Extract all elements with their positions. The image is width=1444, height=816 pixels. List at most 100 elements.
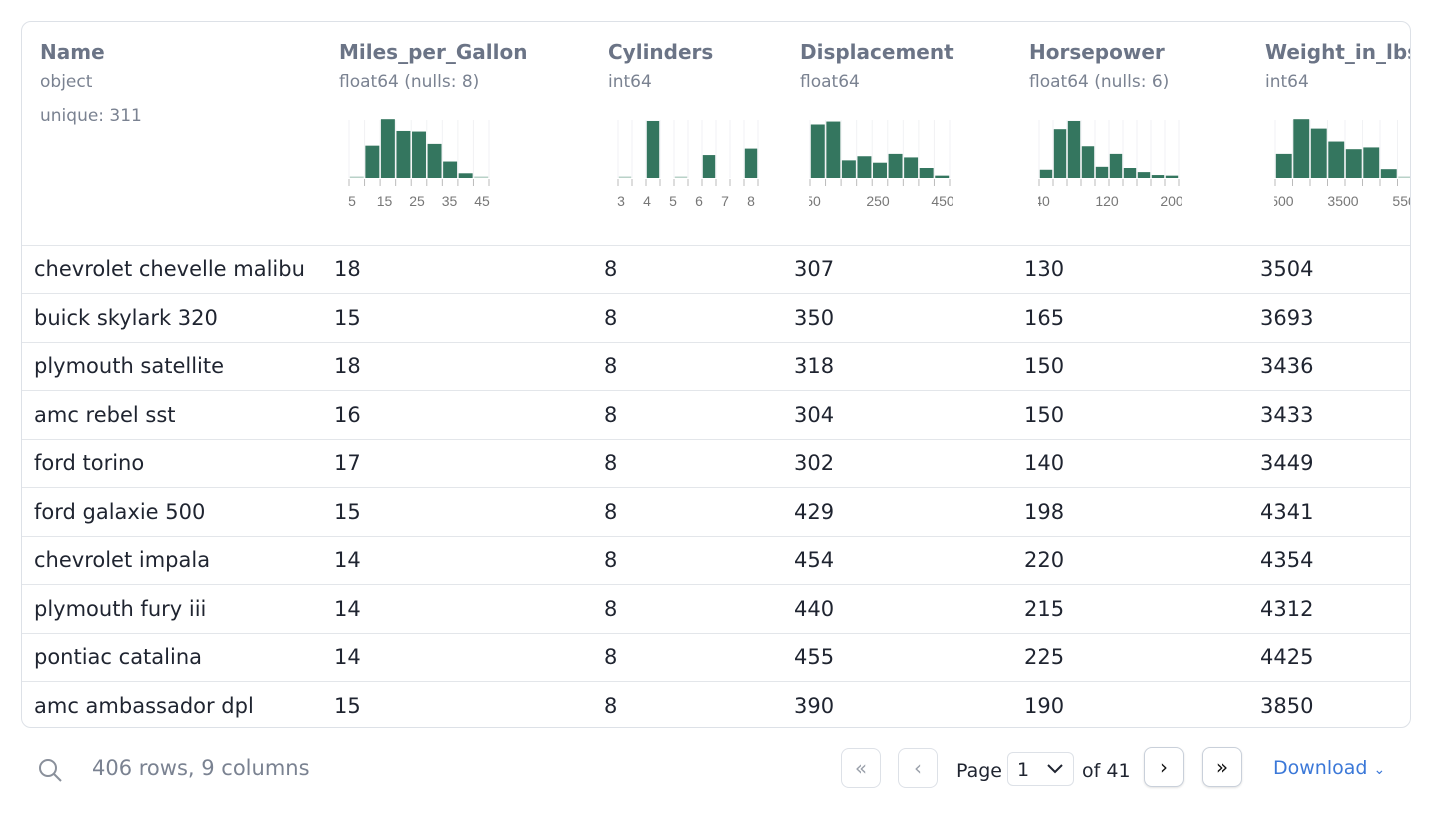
axis-tick-label: 4 — [643, 193, 651, 209]
table-row[interactable]: amc ambassador dpl 15 8 390 190 3850 — [22, 682, 1410, 728]
histogram-bar[interactable] — [935, 175, 950, 178]
column-header-cylinders[interactable]: Cylinders int64 — [608, 40, 713, 92]
column-type: float64 (nulls: 6) — [1029, 72, 1170, 92]
table-row[interactable]: amc rebel sst 16 8 304 150 3433 — [22, 391, 1410, 440]
table-cell: 15 — [334, 305, 361, 330]
table-cell: 8 — [604, 305, 618, 330]
search-icon[interactable] — [36, 756, 64, 784]
histogram-bar[interactable] — [1053, 129, 1067, 178]
histogram-bar[interactable] — [1165, 175, 1179, 178]
histogram-bar[interactable] — [1310, 128, 1327, 178]
page-select[interactable]: 1 — [1007, 752, 1074, 786]
axis-tick-label: 35 — [442, 193, 458, 209]
table-cell: pontiac catalina — [34, 645, 203, 669]
last-page-button[interactable]: » — [1202, 747, 1242, 787]
table-cell: buick skylark 320 — [34, 305, 218, 330]
axis-tick-label: 15 — [377, 193, 393, 209]
table-cell: 304 — [794, 402, 835, 427]
table-row[interactable]: ford torino 17 8 302 140 3449 — [22, 439, 1410, 488]
table-cell: 3449 — [1260, 451, 1314, 475]
column-header-miles_per_gallon[interactable]: Miles_per_Gallon float64 (nulls: 8) — [339, 40, 527, 92]
histogram-bar[interactable] — [674, 176, 688, 179]
column-header-displacement[interactable]: Displacement float64 — [800, 40, 954, 92]
histogram-bar[interactable] — [1081, 146, 1095, 178]
histogram-bar[interactable] — [412, 131, 426, 178]
table-cell: 3433 — [1260, 402, 1314, 427]
first-page-button[interactable]: « — [841, 748, 881, 788]
histogram-bar[interactable] — [1293, 119, 1310, 178]
histogram-bar[interactable] — [349, 176, 364, 179]
histogram-bar[interactable] — [810, 124, 825, 178]
histogram-bar[interactable] — [443, 161, 458, 178]
table-cell: ford galaxie 500 — [34, 499, 206, 524]
table-cell: 350 — [794, 305, 835, 330]
table-cell: 302 — [794, 451, 835, 475]
table-row[interactable]: plymouth satellite 18 8 318 150 3436 — [22, 342, 1410, 391]
histogram-bar[interactable] — [1123, 168, 1137, 178]
histogram-bar[interactable] — [474, 176, 489, 179]
histogram-bar[interactable] — [458, 173, 473, 178]
table-cell: 215 — [1024, 596, 1065, 621]
histogram-bar[interactable] — [1151, 175, 1165, 178]
table-row[interactable]: plymouth fury iii 14 8 440 215 4312 — [22, 585, 1410, 634]
histogram-bar[interactable] — [1137, 172, 1151, 178]
table-row[interactable]: buick skylark 320 15 8 350 165 3693 — [22, 294, 1410, 343]
table-row[interactable]: chevrolet impala 14 8 454 220 4354 — [22, 536, 1410, 585]
histogram-bar[interactable] — [841, 160, 856, 178]
histogram-bar[interactable] — [1328, 141, 1345, 178]
histogram-bar[interactable] — [396, 130, 411, 178]
histogram-bar[interactable] — [1067, 120, 1081, 178]
column-header-name[interactable]: Name object unique: 311 — [40, 40, 142, 126]
histogram-bar[interactable] — [826, 121, 841, 178]
histogram-bar[interactable] — [427, 143, 442, 178]
column-name: Weight_in_lbs — [1265, 40, 1411, 64]
table-cell: 3693 — [1260, 305, 1314, 330]
table-cell: plymouth fury iii — [34, 596, 207, 621]
histogram-bar[interactable] — [1109, 153, 1123, 178]
histogram-bar[interactable] — [1345, 149, 1362, 178]
histogram-bar[interactable] — [702, 155, 716, 178]
prev-page-button[interactable]: ‹ — [898, 748, 938, 788]
table-cell: 150 — [1024, 354, 1065, 378]
download-button[interactable]: Download ⌄ — [1273, 757, 1386, 779]
axis-tick-label: 8 — [747, 193, 755, 209]
table-cell: 14 — [334, 645, 361, 669]
histogram-bar[interactable] — [904, 157, 919, 178]
histogram-bar[interactable] — [888, 153, 903, 178]
table-cell: 165 — [1024, 305, 1065, 330]
axis-tick-label: 3500 — [1327, 193, 1358, 209]
axis-tick-label: 120 — [1095, 193, 1119, 209]
table-cell: chevrolet impala — [34, 548, 211, 572]
histogram-bar[interactable] — [919, 168, 934, 178]
histogram-bar[interactable] — [1275, 153, 1292, 178]
histogram-bar[interactable] — [1095, 166, 1109, 178]
axis-tick-label: 5 — [348, 193, 356, 209]
row-count-summary: 406 rows, 9 columns — [92, 756, 310, 780]
data-table: Name object unique: 311 Miles_per_Gallon f… — [21, 21, 1411, 728]
histogram-bar[interactable] — [1039, 169, 1053, 178]
histogram-bar[interactable] — [380, 119, 395, 178]
table-cell: 390 — [794, 693, 835, 718]
table-cell: amc rebel sst — [34, 402, 176, 427]
axis-tick-label: 1500 — [1274, 193, 1294, 209]
histogram-bar[interactable] — [646, 120, 660, 178]
histogram-bar[interactable] — [1398, 176, 1411, 179]
column-header-horsepower[interactable]: Horsepower float64 (nulls: 6) — [1029, 40, 1169, 92]
next-page-button[interactable]: › — [1144, 747, 1184, 787]
histogram-bar[interactable] — [618, 176, 632, 179]
table-row[interactable]: ford galaxie 500 15 8 429 198 4341 — [22, 488, 1410, 537]
column-name: Cylinders — [608, 40, 714, 64]
axis-tick-label: 50 — [809, 193, 821, 209]
table-row[interactable]: pontiac catalina 14 8 455 225 4425 — [22, 633, 1410, 682]
table-cell: chevrolet chevelle malibu — [34, 257, 305, 281]
table-cell: 4425 — [1260, 645, 1314, 669]
table-cell: 18 — [334, 257, 361, 281]
histogram-bar[interactable] — [1363, 147, 1380, 178]
table-row[interactable]: chevrolet chevelle malibu 18 8 307 130 3504 — [22, 245, 1410, 294]
histogram-bar[interactable] — [1380, 169, 1397, 178]
histogram-bar[interactable] — [873, 162, 887, 178]
column-header-weight_in_lbs[interactable]: Weight_in_lbs int64 — [1265, 40, 1411, 92]
histogram-bar[interactable] — [857, 156, 872, 178]
histogram-bar[interactable] — [365, 145, 380, 178]
histogram-bar[interactable] — [744, 148, 758, 178]
